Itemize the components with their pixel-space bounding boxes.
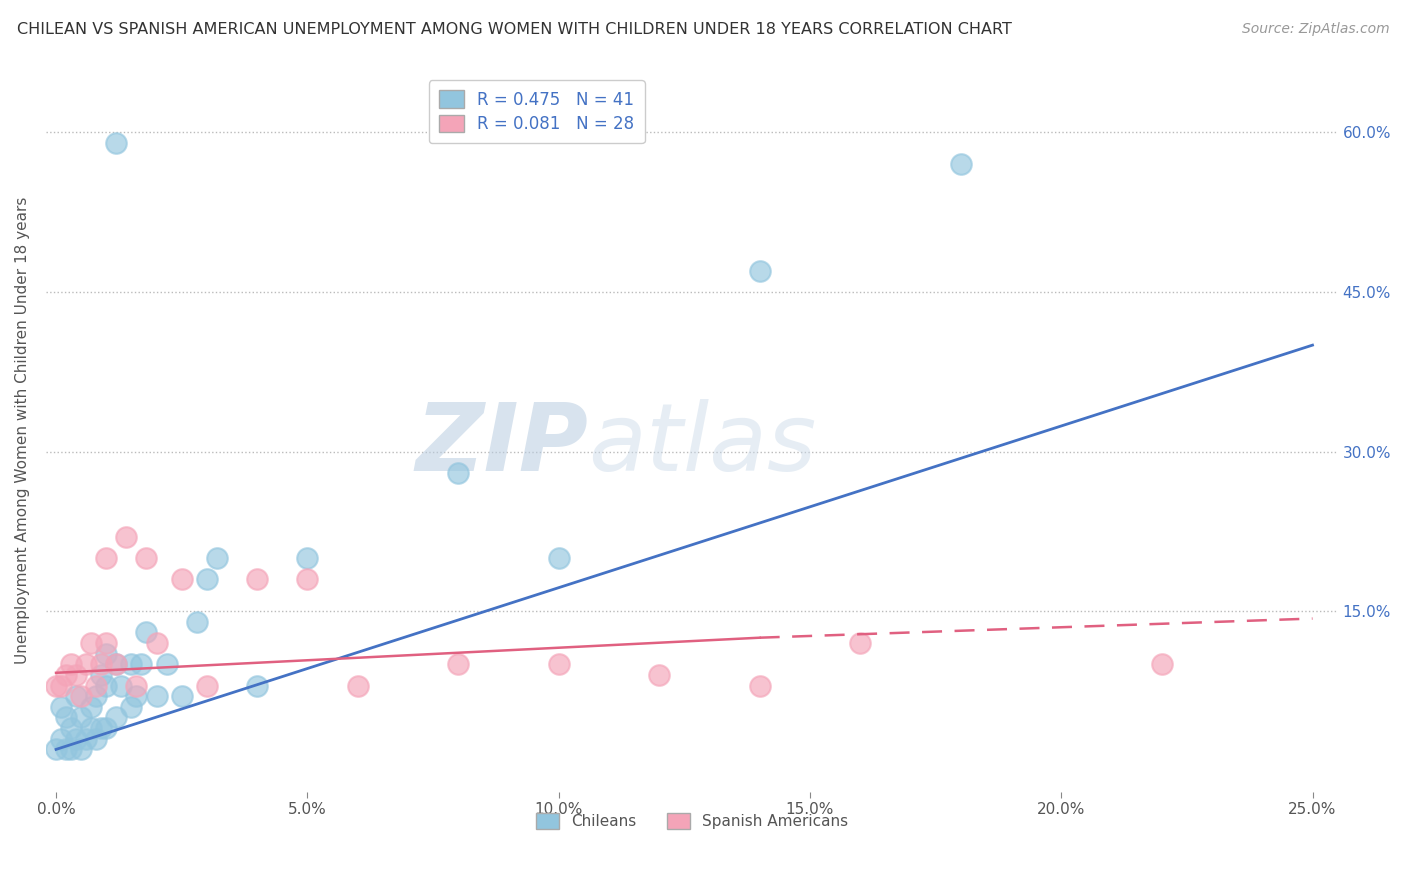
Y-axis label: Unemployment Among Women with Children Under 18 years: Unemployment Among Women with Children U… — [15, 196, 30, 664]
Point — [849, 636, 872, 650]
Text: ZIP: ZIP — [416, 399, 589, 491]
Point — [1150, 657, 1173, 672]
Point — [170, 572, 193, 586]
Point — [70, 742, 93, 756]
Point — [96, 550, 118, 565]
Point — [49, 679, 72, 693]
Point — [60, 742, 83, 756]
Point — [155, 657, 177, 672]
Point — [55, 668, 77, 682]
Point — [80, 636, 103, 650]
Point — [447, 657, 470, 672]
Point — [96, 636, 118, 650]
Point — [748, 263, 770, 277]
Point — [195, 572, 218, 586]
Point — [49, 731, 72, 746]
Point — [648, 668, 671, 682]
Point — [949, 157, 972, 171]
Point — [55, 742, 77, 756]
Point — [45, 679, 67, 693]
Point — [105, 657, 128, 672]
Text: Source: ZipAtlas.com: Source: ZipAtlas.com — [1241, 22, 1389, 37]
Point — [55, 710, 77, 724]
Point — [80, 721, 103, 735]
Point — [346, 679, 368, 693]
Point — [105, 710, 128, 724]
Point — [60, 657, 83, 672]
Point — [547, 657, 569, 672]
Point — [84, 731, 107, 746]
Point — [125, 679, 148, 693]
Point — [145, 690, 167, 704]
Point — [131, 657, 153, 672]
Point — [65, 690, 87, 704]
Point — [96, 679, 118, 693]
Point — [75, 731, 97, 746]
Point — [297, 572, 319, 586]
Point — [90, 668, 112, 682]
Point — [246, 679, 269, 693]
Point — [65, 731, 87, 746]
Point — [96, 721, 118, 735]
Point — [125, 690, 148, 704]
Point — [70, 710, 93, 724]
Point — [84, 679, 107, 693]
Point — [60, 721, 83, 735]
Point — [547, 550, 569, 565]
Point — [195, 679, 218, 693]
Text: CHILEAN VS SPANISH AMERICAN UNEMPLOYMENT AMONG WOMEN WITH CHILDREN UNDER 18 YEAR: CHILEAN VS SPANISH AMERICAN UNEMPLOYMENT… — [17, 22, 1012, 37]
Point — [90, 657, 112, 672]
Point — [246, 572, 269, 586]
Point — [120, 657, 142, 672]
Point — [90, 721, 112, 735]
Point — [70, 690, 93, 704]
Point — [105, 657, 128, 672]
Point — [120, 699, 142, 714]
Point — [135, 625, 157, 640]
Text: atlas: atlas — [589, 400, 817, 491]
Point — [447, 466, 470, 480]
Point — [80, 699, 103, 714]
Point — [96, 647, 118, 661]
Point — [105, 136, 128, 150]
Point — [84, 690, 107, 704]
Point — [205, 550, 228, 565]
Point — [297, 550, 319, 565]
Point — [115, 530, 138, 544]
Point — [135, 550, 157, 565]
Legend: Chileans, Spanish Americans: Chileans, Spanish Americans — [530, 806, 853, 835]
Point — [49, 699, 72, 714]
Point — [110, 679, 132, 693]
Point — [145, 636, 167, 650]
Point — [170, 690, 193, 704]
Point — [748, 679, 770, 693]
Point — [186, 615, 208, 629]
Point — [45, 742, 67, 756]
Point — [65, 668, 87, 682]
Point — [75, 657, 97, 672]
